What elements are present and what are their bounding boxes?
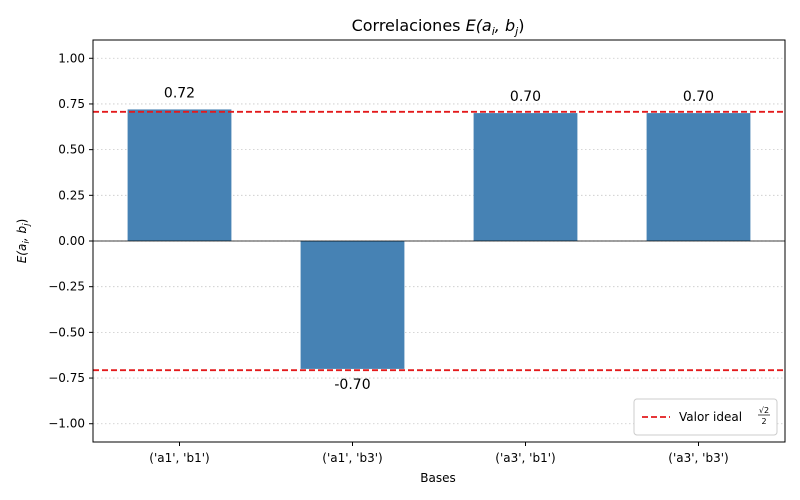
y-axis-ticks: 1.00 0.75 0.50 0.25 0.00 −0.25 −0.50 −0.75 −1.00 xyxy=(48,51,93,431)
y-tick-label: 1.00 xyxy=(58,51,85,65)
data-label: 0.70 xyxy=(510,89,541,105)
x-axis-ticks: ('a1', 'b1') ('a1', 'b3') ('a3', 'b1') ('a3… xyxy=(149,442,729,465)
x-tick-label: ('a1', 'b3') xyxy=(322,451,382,465)
legend-box xyxy=(633,398,778,436)
y-tick-label: 0.25 xyxy=(58,188,85,202)
bar xyxy=(646,113,751,241)
y-tick-label: −1.00 xyxy=(48,417,85,431)
legend-frac-num: √2 xyxy=(759,406,769,415)
reference-lines xyxy=(93,110,785,372)
bars xyxy=(127,109,751,369)
y-tick-label: 0.75 xyxy=(58,97,85,111)
legend-frac-den: 2 xyxy=(761,417,766,426)
x-tick-label: ('a1', 'b1') xyxy=(149,451,209,465)
data-label: 0.72 xyxy=(164,85,195,101)
y-tick-label: 0.50 xyxy=(58,143,85,157)
bar xyxy=(127,109,232,241)
x-tick-label: ('a3', 'b1') xyxy=(495,451,555,465)
data-label: 0.70 xyxy=(683,89,714,105)
y-tick-label: 0.00 xyxy=(58,234,85,248)
y-tick-label: −0.25 xyxy=(48,280,85,294)
data-label: -0.70 xyxy=(334,377,370,393)
y-tick-label: −0.75 xyxy=(48,371,85,385)
chart-title: Correlaciones E(ai, bj) xyxy=(352,16,525,38)
bar xyxy=(300,241,405,369)
bar xyxy=(473,113,578,241)
y-axis-label: E(ai, bj) xyxy=(15,219,32,264)
x-tick-label: ('a3', 'b3') xyxy=(668,451,728,465)
x-axis-label: Bases xyxy=(420,471,455,485)
y-tick-label: −0.50 xyxy=(48,325,85,339)
legend: Valor ideal √2 2 xyxy=(633,398,778,436)
data-labels: 0.72 -0.70 0.70 0.70 xyxy=(164,85,714,392)
legend-label: Valor ideal xyxy=(679,410,742,424)
